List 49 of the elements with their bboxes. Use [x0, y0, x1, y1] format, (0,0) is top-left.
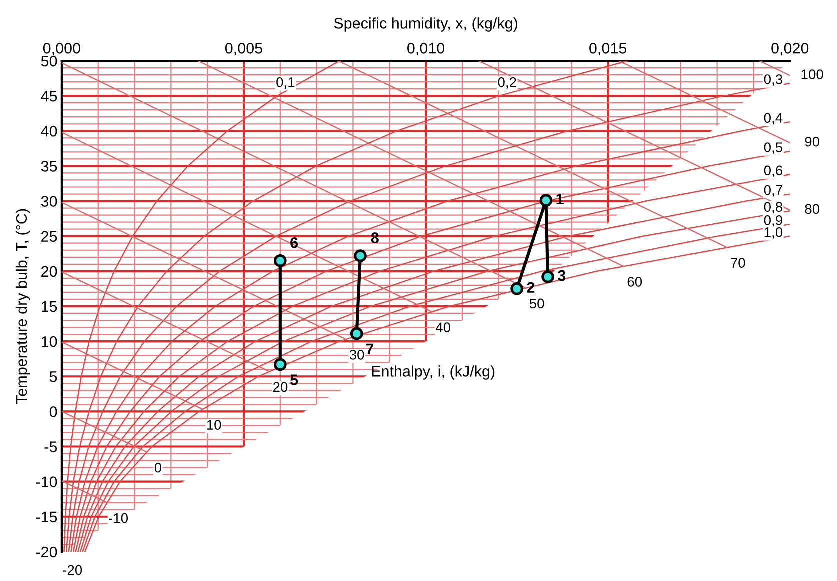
x-tick-label: 0,000 — [43, 43, 80, 56]
annotation: 0,6 — [764, 166, 783, 178]
y-tick-label: -20 — [36, 546, 58, 558]
x-tick-label: 0,015 — [590, 43, 627, 56]
y-tick-label: 45 — [41, 91, 58, 102]
annotation: 0,9 — [764, 216, 782, 228]
annotation: 0,5 — [764, 142, 783, 154]
y-tick-label: 0 — [50, 406, 58, 418]
x-tick-label: 0,020 — [772, 43, 809, 56]
y-tick-label: -10 — [36, 476, 58, 488]
y-tick-label: 30 — [41, 196, 58, 207]
annotation: 3 — [558, 270, 566, 282]
y-tick-label: 35 — [41, 161, 58, 172]
annotation: 20 — [273, 382, 288, 392]
y-tick-label: 50 — [41, 56, 58, 67]
annotation: -20 — [63, 565, 82, 576]
annotation: Enthalpy, i, (kJ/kg) — [372, 366, 495, 380]
y-axis-title: Temperature dry bulb, T, (°C) — [16, 209, 30, 404]
annotation: 0,4 — [764, 113, 783, 125]
annotation: 70 — [731, 258, 746, 268]
annotation: 100 — [802, 70, 824, 80]
y-tick-label: -15 — [36, 512, 58, 523]
y-tick-label: 25 — [42, 231, 58, 242]
x-tick-label: 0,005 — [225, 43, 262, 56]
x-tick-label: 0,010 — [408, 43, 445, 56]
annotation: -10 — [109, 513, 128, 524]
y-tick-label: 10 — [42, 336, 58, 348]
annotation: 0,7 — [764, 185, 782, 197]
y-tick-label: 40 — [41, 126, 58, 137]
annotation: 30 — [350, 350, 364, 360]
annotation: 80 — [805, 204, 820, 214]
annotation: 0,3 — [764, 74, 783, 86]
annotation: 50 — [530, 298, 544, 309]
annotation: 1,0 — [764, 227, 783, 239]
annotation: 90 — [805, 136, 820, 147]
y-tick-label: 20 — [42, 266, 58, 278]
annotation: 0,1 — [276, 77, 295, 89]
annotation: 5 — [290, 374, 298, 386]
annotation: 0,2 — [498, 77, 516, 89]
annotation: 0,8 — [764, 202, 783, 214]
x-axis-title: Specific humidity, x, (kg/kg) — [334, 18, 518, 32]
y-tick-label: -5 — [44, 442, 58, 452]
annotation: 7 — [366, 344, 374, 354]
y-tick-label: 5 — [50, 372, 58, 382]
annotation: 60 — [628, 277, 642, 287]
annotation: 0 — [154, 462, 162, 473]
annotation: 10 — [207, 420, 222, 430]
annotation: 40 — [436, 322, 451, 332]
y-tick-label: 15 — [42, 302, 58, 312]
